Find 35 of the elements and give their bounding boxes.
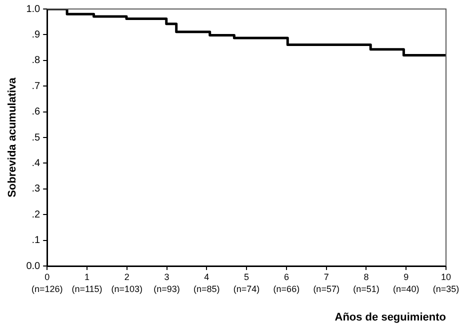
text: (n=126) [31, 284, 63, 294]
text: (n=51) [353, 284, 380, 294]
x-tick-label: 3 [164, 272, 170, 282]
y-tick-label: .1 [32, 235, 41, 246]
y-axis-title: Sobrevida acumulativa [6, 76, 19, 198]
text: (n=40) [392, 284, 420, 294]
x-tick-label: 6 [284, 272, 289, 282]
x-tick-label: 8 [364, 272, 369, 282]
y-tick-label: .9 [32, 29, 41, 40]
x-tick-label: 2 [124, 272, 130, 282]
y-tick-label: .5 [32, 132, 41, 144]
text: (n=35) [432, 284, 460, 294]
y-tick-label: .8 [32, 55, 41, 66]
x-tick-label: 10 [440, 272, 452, 282]
text: (n=74) [233, 284, 260, 294]
x-axis-title: Años de seguimiento [334, 311, 446, 324]
text: (n=85) [194, 284, 220, 294]
x-tick-label: 0 [44, 272, 50, 282]
y-tick-label: .7 [32, 80, 41, 92]
x-tick-label: 1 [84, 272, 90, 282]
x-tick-label: 9 [404, 272, 409, 282]
text: (n=57) [313, 284, 340, 294]
y-tick-label: 1.0 [26, 4, 41, 15]
text: (n=66) [273, 284, 300, 294]
text: (n=93) [154, 284, 180, 294]
y-tick-label: .6 [32, 106, 41, 118]
y-tick-label: .2 [32, 209, 41, 220]
y-tick-label: .3 [32, 184, 41, 195]
x-tick-label: 7 [324, 272, 329, 282]
x-tick-label: 5 [244, 272, 250, 282]
y-tick-label: 0.0 [26, 260, 41, 272]
x-tick-label: 4 [204, 272, 210, 282]
text: (n=115) [72, 284, 102, 294]
text: (n=103) [111, 284, 143, 294]
y-tick-label: .4 [32, 158, 41, 169]
